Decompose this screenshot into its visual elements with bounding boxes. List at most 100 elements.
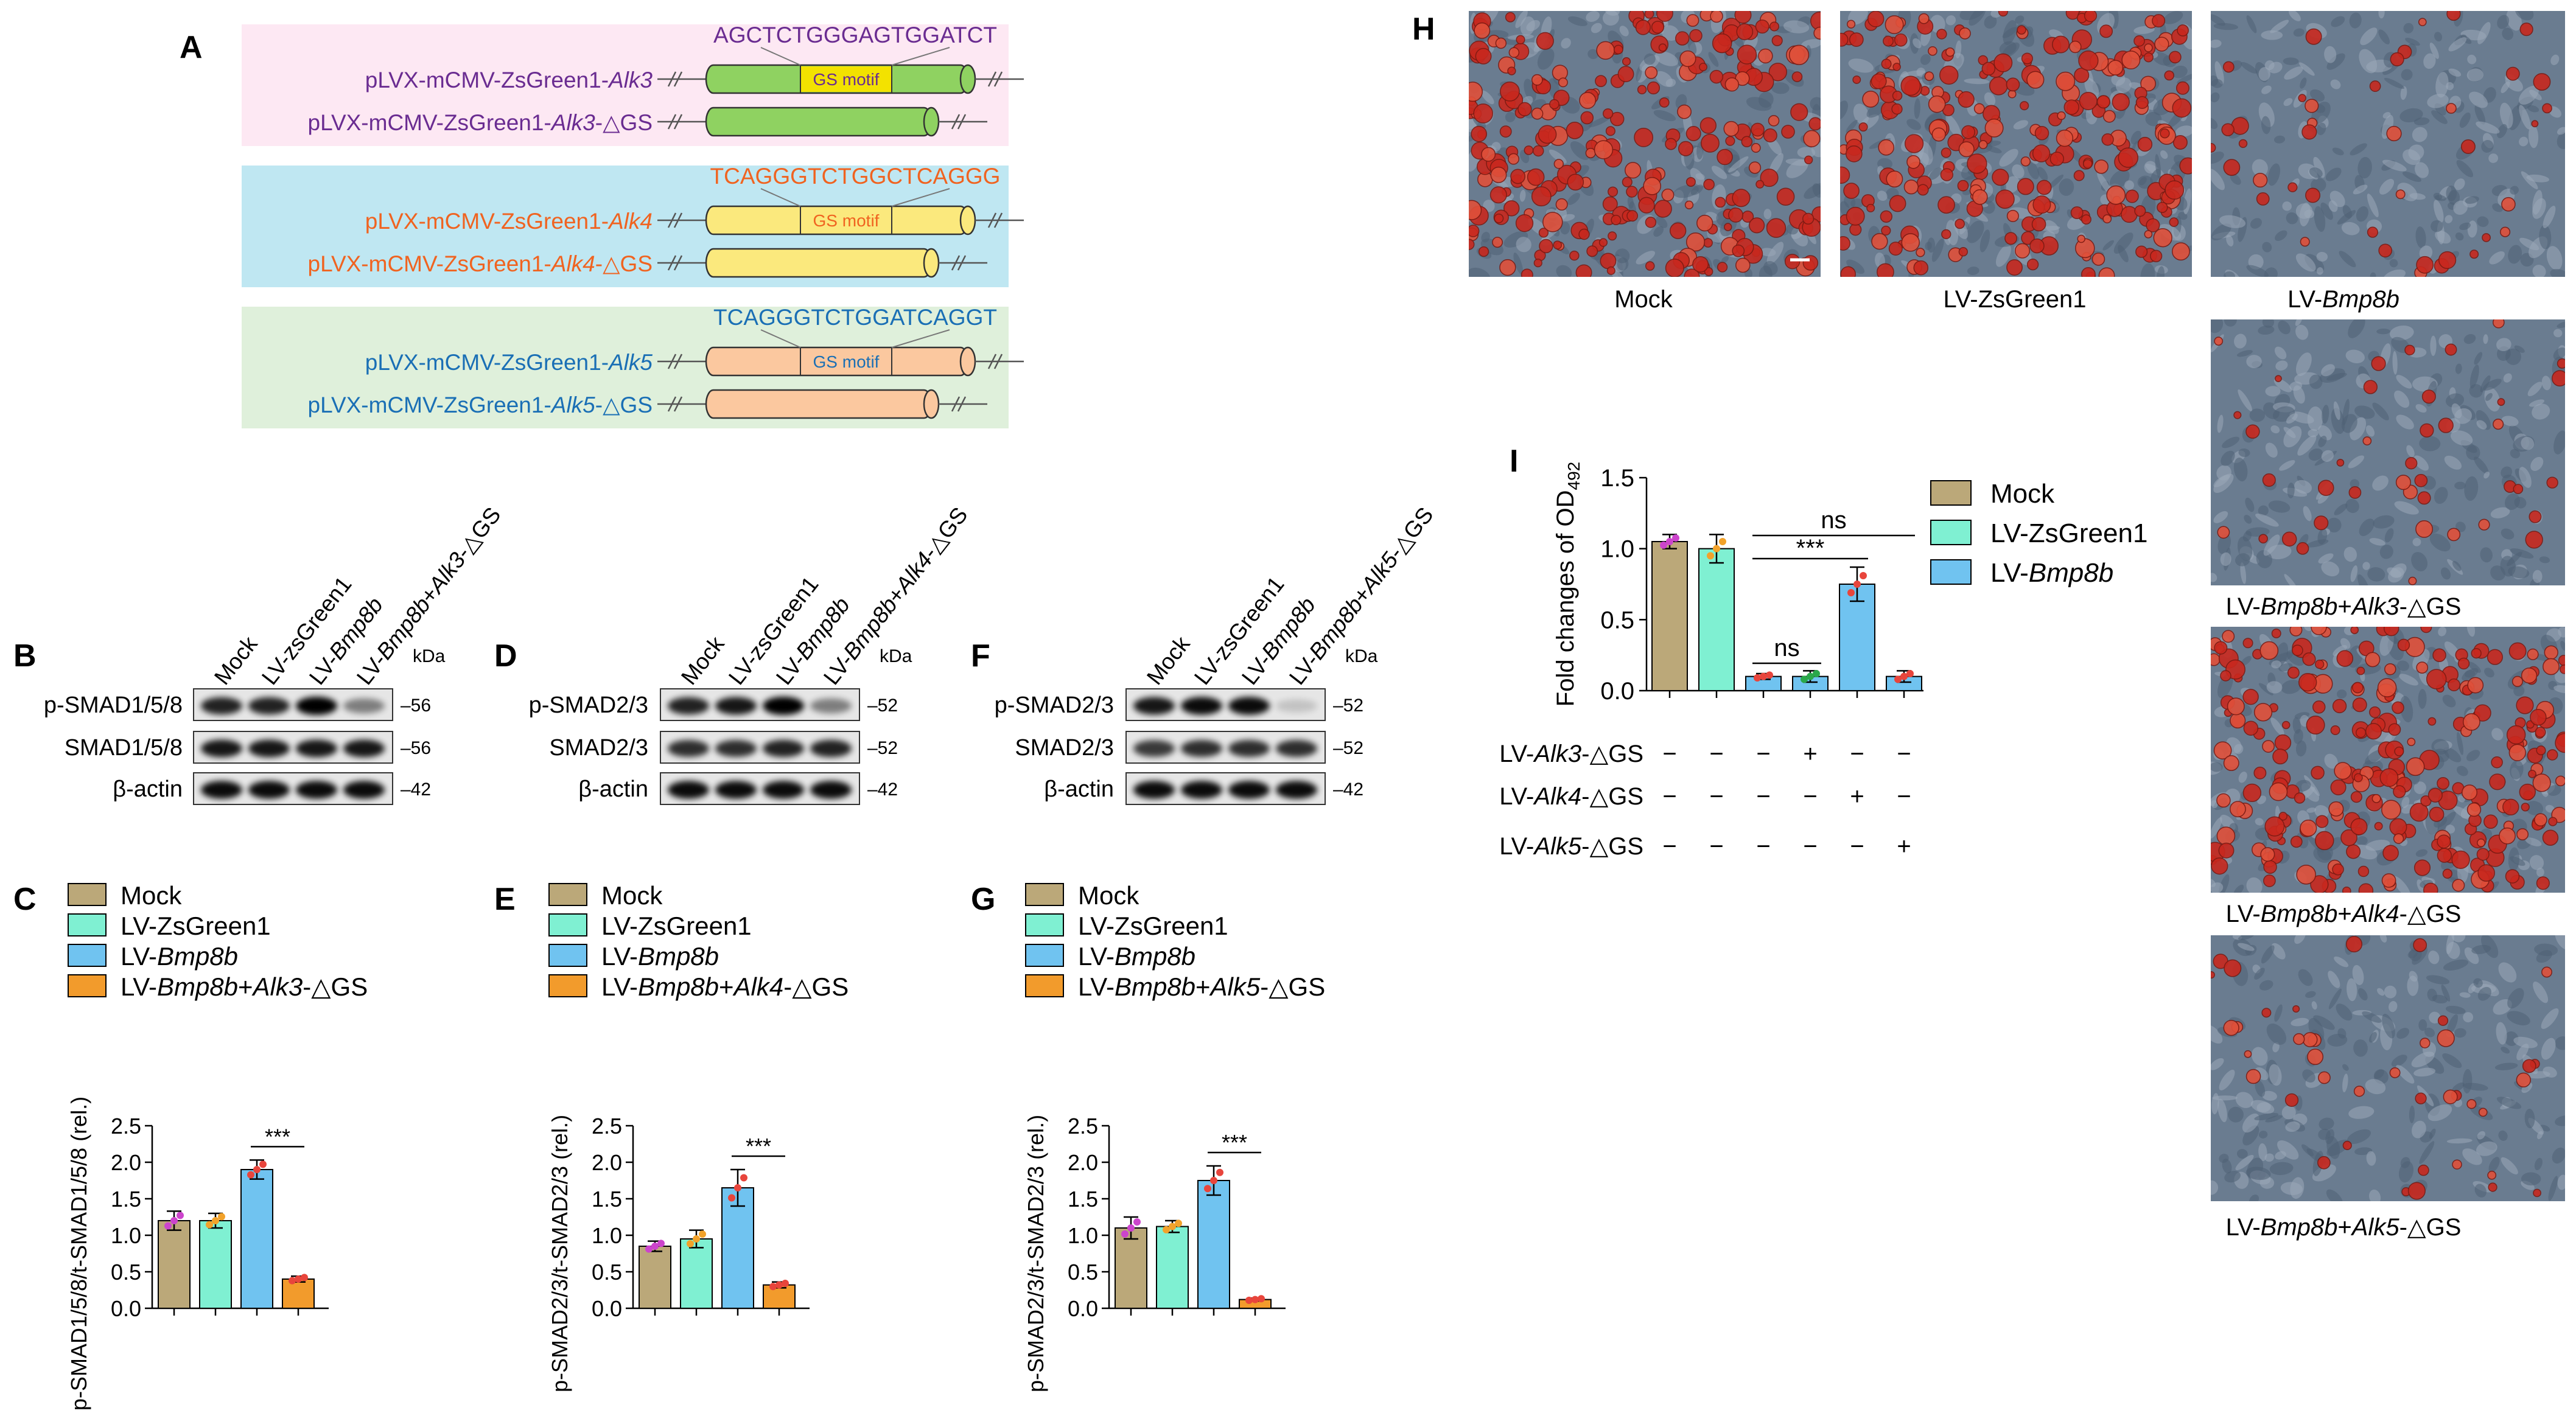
lipid-droplet (1724, 223, 1732, 231)
cell-texture (2281, 1105, 2296, 1120)
cell-texture (2277, 1140, 2299, 1160)
lipid-droplet (1598, 238, 1608, 247)
cell-texture (2389, 259, 2398, 268)
y-tick-label: 1.0 (1068, 1223, 1098, 1248)
lipid-droplet (2533, 1188, 2541, 1198)
cell-texture (2318, 425, 2332, 441)
gs-sequence: AGCTCTGGGAGTGGATCT (713, 23, 997, 47)
cell-texture (2303, 627, 2312, 632)
panel-h: H Mock LV-ZsGreen1 LV-Bmp8bLV-Bmp8b+Alk3-△… (1412, 11, 2565, 1241)
cell-texture (2437, 811, 2456, 832)
lipid-droplet (2350, 791, 2362, 803)
break-mark (957, 255, 967, 271)
panel-i-letter: I (1510, 444, 1518, 479)
bar (1115, 1227, 1147, 1309)
lipid-droplet (2242, 783, 2261, 802)
data-point (1169, 1222, 1176, 1230)
cell-texture (2528, 125, 2539, 148)
cell-texture (1914, 98, 1920, 119)
lipid-droplet (1717, 148, 1733, 166)
cell-texture (2245, 497, 2255, 512)
lipid-droplet (2352, 697, 2367, 713)
cell-texture (2333, 401, 2340, 420)
cell-texture (2381, 114, 2394, 139)
cell-texture (2415, 162, 2429, 178)
cell-texture (2211, 762, 2223, 772)
blot-panel-d: D MockLV-zsGreen1LV-Bmp8bLV-Bmp8b+Alk4-△G… (494, 503, 973, 805)
cell-texture (2274, 346, 2287, 360)
data-point (782, 1279, 789, 1287)
cell-texture (2305, 991, 2316, 998)
cell-texture (2317, 528, 2328, 545)
data-point (775, 1281, 783, 1289)
lipid-droplet (1635, 19, 1651, 35)
lipid-droplet (1936, 29, 1947, 40)
panel-letter: C (13, 882, 37, 917)
text-part: LV-ZsGreen1 (1990, 518, 2147, 548)
cell-texture (2553, 685, 2565, 694)
lipid-droplet (2438, 417, 2454, 433)
cell-texture (2246, 355, 2262, 368)
lipid-droplet (2146, 218, 2160, 232)
lipid-droplet (2437, 834, 2451, 849)
lipid-droplet (1478, 246, 1489, 257)
mw-marker: –52 (867, 696, 898, 716)
cell-texture (1760, 248, 1776, 257)
text-part: + (238, 972, 253, 1001)
lipid-droplet (2350, 627, 2359, 635)
cell-texture (2316, 267, 2323, 275)
cell-texture (2402, 171, 2421, 182)
cell-texture (1763, 209, 1772, 220)
cell-texture (2545, 804, 2555, 813)
lipid-droplet (1766, 218, 1787, 238)
lipid-droplet (2263, 874, 2276, 887)
legend-label: LV-Bmp8b+Alk5-△GS (1078, 972, 1325, 1001)
cell-texture (2326, 53, 2345, 70)
lipid-droplet (2311, 766, 2325, 780)
cell-texture (2254, 968, 2265, 980)
cell-texture (2330, 79, 2341, 89)
lipid-droplet (2112, 93, 2130, 111)
lipid-droplet (2301, 124, 2317, 140)
text-part: LV- (1078, 972, 1115, 1001)
cell-texture (2553, 430, 2565, 455)
band (1276, 699, 1317, 713)
lipid-droplet (1606, 266, 1615, 275)
lipid-droplet (1871, 233, 1888, 250)
cell-texture (2258, 505, 2269, 516)
cell-texture (2481, 935, 2499, 958)
lipid-droplet (2355, 727, 2367, 738)
text-part: + (719, 972, 734, 1001)
lipid-droplet (1892, 90, 1903, 101)
cell-texture (2321, 364, 2335, 377)
cell-texture (1560, 221, 1570, 235)
mw-marker: –56 (401, 738, 431, 758)
lipid-droplet (2020, 156, 2031, 167)
cell-texture (2390, 563, 2407, 578)
cell-texture (2211, 573, 2217, 582)
cell-texture (2211, 800, 2218, 809)
lipid-droplet (1939, 65, 1959, 85)
lipid-droplet (2418, 18, 2427, 27)
lipid-droplet (2469, 249, 2479, 259)
lipid-droplet (2289, 627, 2303, 637)
text-part: LV- (2226, 901, 2261, 927)
band (248, 781, 290, 799)
band (1133, 781, 1175, 799)
cell-texture (2012, 164, 2025, 179)
mw-marker: –52 (1333, 738, 1363, 758)
cell-texture (2258, 67, 2270, 81)
lipid-droplet (2489, 773, 2506, 790)
lipid-droplet (2377, 678, 2397, 697)
lipid-droplet (1569, 250, 1580, 261)
lipid-droplet (1903, 180, 1919, 195)
cell-texture (2527, 382, 2543, 397)
lipid-droplet (1531, 107, 1544, 120)
lipid-droplet (2408, 576, 2417, 585)
cell-texture (1605, 11, 1620, 16)
cell-texture (2238, 772, 2247, 783)
break-mark (993, 354, 1003, 369)
micrograph (2211, 935, 2565, 1201)
cell-texture (2445, 1005, 2466, 1014)
lipid-droplet (2452, 879, 2465, 892)
